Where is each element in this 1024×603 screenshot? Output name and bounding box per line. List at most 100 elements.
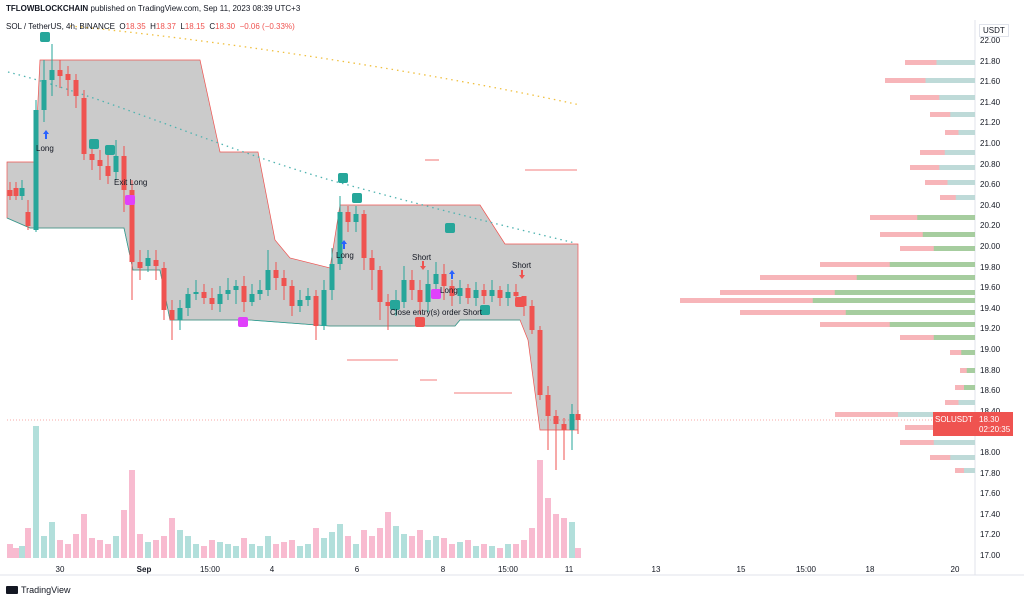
volume-bar bbox=[121, 510, 127, 558]
candle-body bbox=[13, 188, 19, 196]
tag-price: 18.30 bbox=[979, 415, 1000, 424]
candle-body bbox=[489, 290, 495, 296]
price-tick-label: 19.60 bbox=[980, 283, 1001, 293]
volume-bar bbox=[417, 530, 423, 558]
volume-profile-bar-up bbox=[925, 78, 975, 83]
signal-badge-icon bbox=[40, 32, 50, 42]
volume-bar bbox=[89, 538, 95, 558]
volume-bar bbox=[473, 546, 479, 558]
volume-bar bbox=[73, 534, 79, 558]
arrow-down-icon bbox=[420, 261, 426, 270]
candle-body bbox=[177, 308, 183, 320]
candle-body bbox=[385, 302, 391, 306]
candle-body bbox=[233, 286, 239, 290]
volume-bar bbox=[113, 536, 119, 558]
last-price-tag: SOLUSDT 18.30 02:20:35 bbox=[933, 412, 1013, 436]
volume-bar bbox=[377, 528, 383, 558]
signal-badge-icon bbox=[445, 223, 455, 233]
currency-unit-button[interactable]: USDT bbox=[979, 24, 1009, 37]
open-label: O bbox=[119, 22, 126, 31]
volume-bar bbox=[329, 532, 335, 558]
low-value: 18.15 bbox=[184, 22, 205, 31]
tradingview-logo-icon bbox=[6, 586, 18, 594]
publish-date: published on TradingView.com, Sep 11, 20… bbox=[90, 4, 301, 13]
author-name[interactable]: TFLOWBLOCKCHAIN bbox=[6, 4, 89, 13]
volume-profile-bar-up bbox=[944, 150, 975, 155]
signal-label: Exit Long bbox=[114, 178, 148, 187]
arrow-up-icon bbox=[449, 270, 455, 279]
candle-body bbox=[417, 290, 423, 302]
price-tick-label: 22.00 bbox=[980, 36, 1001, 45]
signal-label: Short bbox=[412, 253, 432, 262]
symbol-title[interactable]: SOL / TetherUS, 4h, BINANCE bbox=[6, 22, 115, 31]
volume-profile-bar-up bbox=[966, 368, 975, 373]
signal-badge-icon bbox=[431, 289, 441, 299]
volume-bar bbox=[361, 530, 367, 558]
time-tick-label: 6 bbox=[354, 565, 360, 574]
moving-average-yellow bbox=[69, 25, 581, 106]
price-tick-label: 21.00 bbox=[980, 139, 1001, 148]
volatility-band bbox=[6, 59, 579, 431]
tradingview-footer[interactable]: TradingView bbox=[6, 585, 71, 595]
footer-brand: TradingView bbox=[21, 585, 71, 595]
volume-profile-bar-up bbox=[933, 335, 975, 340]
volume-bar bbox=[201, 546, 207, 558]
signal-badge-icon bbox=[125, 195, 135, 205]
time-tick-label: 4 bbox=[269, 565, 275, 574]
price-tick-label: 20.40 bbox=[980, 200, 1001, 210]
candle-body bbox=[321, 290, 327, 326]
volume-bar bbox=[537, 460, 543, 558]
volume-bar bbox=[217, 542, 223, 558]
time-tick-label: 15:00 bbox=[795, 565, 817, 574]
signal-label: Long bbox=[36, 144, 54, 153]
signal-badge-icon bbox=[415, 317, 425, 327]
volume-bar bbox=[513, 544, 519, 558]
candle-body bbox=[425, 284, 431, 302]
volume-profile-bar-up bbox=[812, 298, 975, 303]
candle-body bbox=[337, 212, 343, 264]
volume-bar bbox=[425, 540, 431, 558]
volume-profile-bar-up bbox=[834, 290, 975, 295]
price-tick-label: 21.80 bbox=[980, 56, 1001, 66]
candle-body bbox=[553, 416, 559, 424]
candle-body bbox=[361, 214, 367, 258]
high-label: H bbox=[150, 22, 156, 31]
tag-symbol: SOLUSDT bbox=[935, 415, 973, 424]
volume-profile-bar-up bbox=[961, 350, 975, 355]
price-tick-label: 21.60 bbox=[980, 77, 1001, 87]
candle-body bbox=[81, 98, 87, 154]
publish-header: TFLOWBLOCKCHAIN published on TradingView… bbox=[0, 0, 1024, 18]
volume-profile-bar-up bbox=[889, 322, 975, 327]
candle-body bbox=[41, 80, 47, 110]
volume-profile-bar-up bbox=[933, 246, 975, 251]
candle-body bbox=[49, 70, 55, 80]
volume-bar bbox=[529, 528, 535, 558]
signal-label: Short bbox=[512, 261, 532, 270]
signal-badge-icon bbox=[89, 139, 99, 149]
volume-bar bbox=[105, 544, 111, 558]
signal-badge-icon bbox=[352, 193, 362, 203]
price-tick-label: 18.60 bbox=[980, 386, 1001, 396]
volume-profile-bar-up bbox=[889, 262, 975, 267]
volume-bar bbox=[7, 544, 13, 558]
candle-body bbox=[513, 292, 519, 296]
time-tick-label: 30 bbox=[55, 565, 65, 574]
candle-body bbox=[105, 166, 111, 176]
time-tick-label: 13 bbox=[651, 565, 661, 574]
candle-body bbox=[441, 274, 447, 286]
close-value: 18.30 bbox=[215, 22, 236, 31]
volume-bar bbox=[297, 546, 303, 558]
volume-bar bbox=[401, 534, 407, 558]
candle-body bbox=[161, 268, 167, 310]
candle-body bbox=[19, 188, 25, 196]
candle-body bbox=[129, 190, 135, 262]
volume-bar bbox=[241, 538, 247, 558]
volume-profile-bar-up bbox=[856, 275, 975, 280]
volume-bar bbox=[489, 546, 495, 558]
candle-body bbox=[57, 70, 63, 76]
volume-bar bbox=[393, 526, 399, 558]
candle-body bbox=[201, 292, 207, 298]
volume-bar bbox=[433, 536, 439, 558]
volume-bar bbox=[153, 540, 159, 558]
